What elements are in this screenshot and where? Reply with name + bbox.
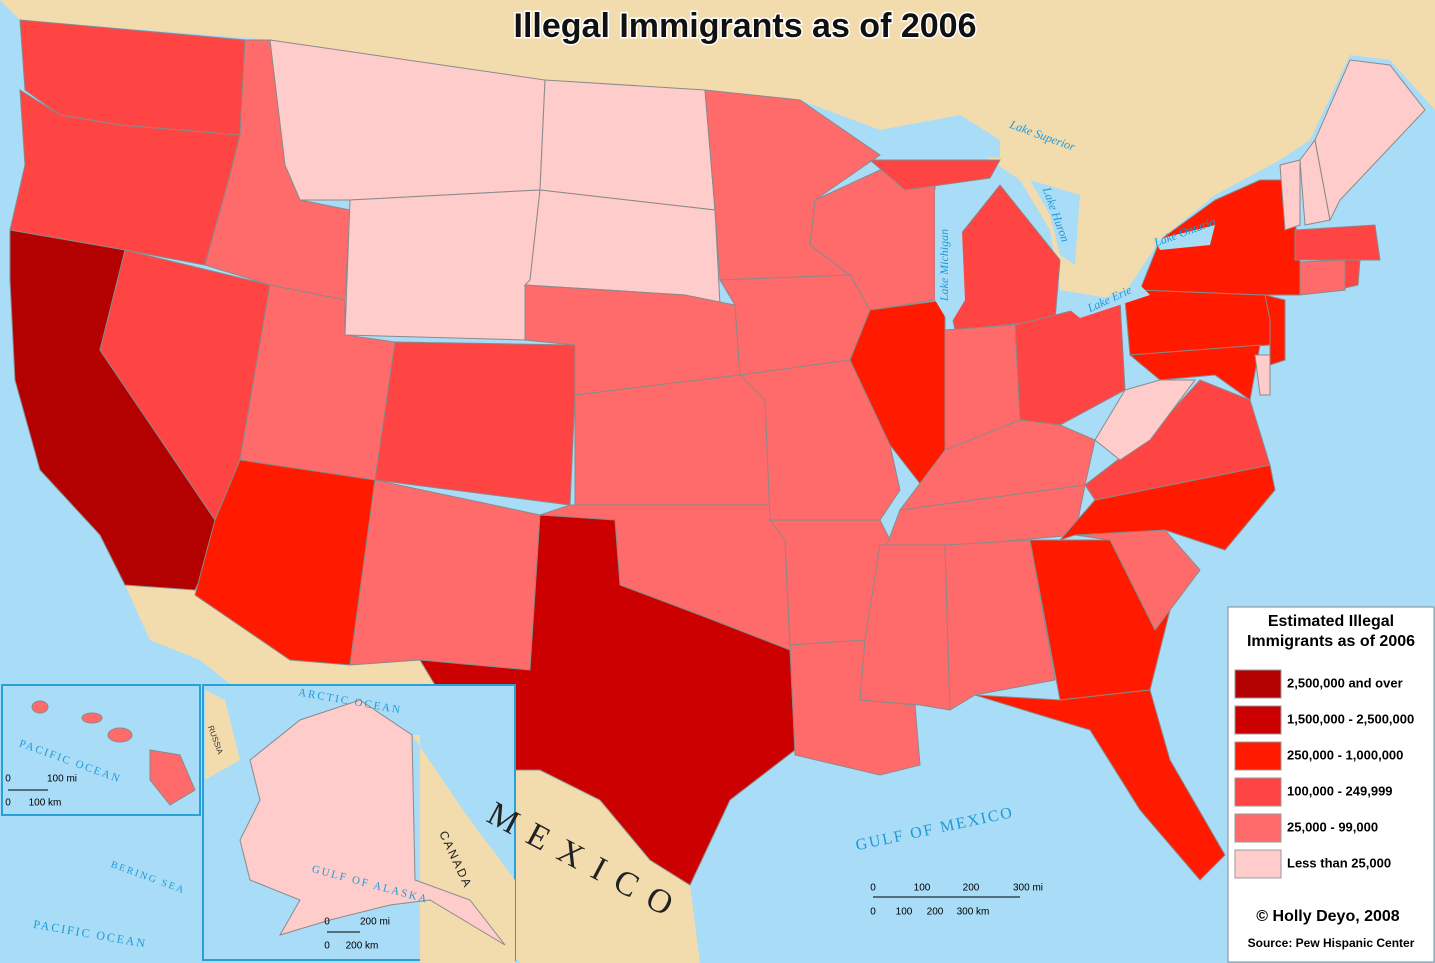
legend-title: Estimated Illegal — [1268, 613, 1394, 630]
scale-label: 300 mi — [1013, 883, 1043, 894]
state — [1094, 379, 1196, 461]
island — [81, 712, 103, 724]
lake-label: Lake Michigan — [937, 229, 951, 302]
legend-swatch — [1234, 705, 1282, 735]
state — [944, 539, 1056, 711]
scale-label: 100 — [896, 907, 913, 918]
scale-label: 300 km — [957, 907, 990, 918]
legend-swatch — [1234, 669, 1282, 699]
alaska — [239, 699, 506, 946]
map-title: Illegal Immigrants as of 2006 — [514, 7, 977, 45]
source: Source: Pew Hispanic Center — [1248, 936, 1415, 950]
states — [9, 19, 1426, 886]
scale-label: 0 — [5, 798, 11, 809]
legend-items: 2,500,000 and over 1,500,000 - 2,500,000 2… — [1234, 669, 1414, 879]
state — [1294, 224, 1381, 261]
scale-label: 0 — [5, 774, 11, 785]
scale-label: 200 — [963, 883, 980, 894]
island — [107, 727, 133, 743]
island — [149, 749, 196, 806]
legend-swatch — [1234, 813, 1282, 843]
scale-label: 100 mi — [47, 774, 77, 785]
lake — [1030, 180, 1080, 265]
legend-title: Immigrants as of 2006 — [1247, 633, 1415, 650]
state — [574, 374, 771, 506]
scale-bar — [8, 789, 1020, 933]
legend-label: 25,000 - 99,000 — [1287, 819, 1378, 834]
state — [1279, 159, 1301, 231]
scale-label: 100 km — [29, 798, 62, 809]
lake — [880, 115, 1000, 158]
state — [974, 689, 1226, 881]
canada-land-inset — [412, 735, 515, 963]
legend-swatch — [1234, 777, 1282, 807]
state — [344, 189, 541, 341]
scale-label: 0 — [870, 883, 876, 894]
state — [884, 484, 1086, 551]
state — [374, 341, 576, 506]
lake — [935, 185, 965, 325]
island — [31, 700, 49, 714]
legend-label: 100,000 - 249,999 — [1287, 783, 1393, 798]
scale-label: 0 — [324, 917, 330, 928]
legend-swatch — [1234, 741, 1282, 771]
credit: © Holly Deyo, 2008 — [1256, 908, 1400, 925]
scale-label: 100 — [914, 883, 931, 894]
state — [1299, 259, 1346, 296]
state — [1254, 354, 1271, 396]
legend-label: 1,500,000 - 2,500,000 — [1287, 711, 1414, 726]
russia-land — [205, 690, 240, 780]
lake — [1070, 285, 1150, 318]
scale-label: 0 — [324, 941, 330, 952]
lake — [1155, 225, 1215, 250]
legend-label: 250,000 - 1,000,000 — [1287, 747, 1403, 762]
state — [1314, 59, 1426, 222]
legend-label: Less than 25,000 — [1287, 855, 1391, 870]
state — [1264, 294, 1286, 366]
scale-label: 200 km — [346, 941, 379, 952]
state — [1344, 259, 1361, 289]
scale-label: 200 mi — [360, 917, 390, 928]
state — [1128, 344, 1261, 401]
hawaii — [31, 700, 196, 806]
legend-swatch — [1234, 849, 1282, 879]
state — [868, 159, 1001, 191]
scale-label: 200 — [927, 907, 944, 918]
state — [539, 79, 716, 211]
scale-label: 0 — [870, 907, 876, 918]
state — [349, 479, 541, 671]
legend-label: 2,500,000 and over — [1287, 675, 1403, 690]
